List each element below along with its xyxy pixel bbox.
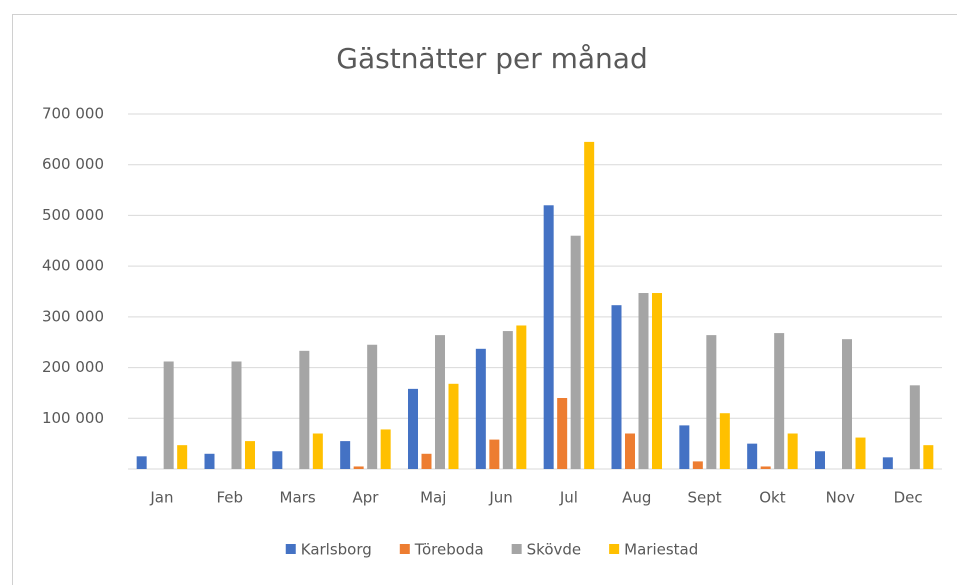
chart-border	[12, 14, 957, 585]
y-tick-label: 700 000	[42, 105, 104, 123]
chart-title: Gästnätter per månad	[336, 42, 647, 75]
bar	[312, 433, 323, 469]
legend-swatch	[399, 544, 410, 554]
bar	[475, 348, 486, 469]
bar	[367, 344, 378, 469]
bar	[516, 325, 527, 469]
bar	[136, 456, 147, 469]
bar	[245, 441, 255, 469]
bar	[747, 443, 758, 469]
bar	[353, 466, 364, 469]
bar	[502, 331, 513, 469]
x-tick-label: Apr	[352, 489, 379, 507]
bar	[774, 333, 785, 469]
bar	[679, 425, 690, 469]
x-tick-label: Sept	[688, 489, 722, 507]
bar	[584, 141, 595, 469]
bar	[652, 293, 662, 469]
y-tick-label: 500 000	[42, 206, 104, 224]
x-tick-label: Aug	[622, 489, 651, 507]
bar	[882, 457, 893, 469]
bar	[815, 451, 825, 469]
bar	[340, 441, 351, 469]
bar	[787, 433, 798, 469]
bar	[842, 339, 852, 469]
bar	[204, 453, 215, 469]
bar	[760, 466, 771, 469]
x-tick-label: Jan	[149, 489, 173, 507]
x-tick-label: Jul	[559, 489, 578, 507]
x-tick-label: Jun	[488, 489, 512, 507]
bar	[611, 305, 622, 469]
bar	[923, 445, 934, 469]
bar	[435, 335, 445, 469]
legend-swatch	[285, 544, 296, 554]
x-tick-label: Nov	[826, 489, 855, 507]
bar	[408, 388, 418, 469]
bar	[380, 429, 391, 469]
x-tick-label: Mars	[280, 489, 316, 507]
bar	[855, 437, 866, 469]
bar	[625, 433, 635, 469]
bar	[448, 383, 459, 469]
bar	[909, 385, 920, 469]
legend-swatch	[609, 544, 620, 554]
legend-label: Töreboda	[414, 541, 484, 559]
bar	[163, 361, 174, 469]
bar	[231, 361, 242, 469]
y-tick-label: 400 000	[42, 257, 104, 275]
legend-label: Karlsborg	[301, 541, 372, 559]
bar	[489, 439, 500, 469]
bar	[543, 205, 554, 470]
bar	[570, 235, 581, 469]
x-tick-label: Okt	[759, 489, 785, 507]
y-tick-label: 300 000	[42, 307, 104, 325]
bar	[692, 461, 703, 469]
x-tick-label: Maj	[420, 489, 446, 507]
y-tick-label: 600 000	[42, 155, 104, 173]
bar	[299, 350, 310, 469]
bar	[706, 335, 717, 469]
legend-swatch	[511, 544, 522, 554]
bar	[638, 293, 649, 469]
bar	[719, 413, 730, 469]
bar	[421, 453, 432, 469]
x-tick-label: Feb	[216, 489, 243, 507]
y-tick-label: 200 000	[42, 358, 104, 376]
y-tick-label: 100 000	[42, 409, 104, 427]
bar	[177, 445, 188, 469]
legend-label: Mariestad	[624, 541, 698, 559]
x-tick-label: Dec	[894, 489, 923, 507]
bar	[557, 398, 568, 469]
bar	[272, 451, 283, 469]
legend-label: Skövde	[527, 541, 581, 559]
